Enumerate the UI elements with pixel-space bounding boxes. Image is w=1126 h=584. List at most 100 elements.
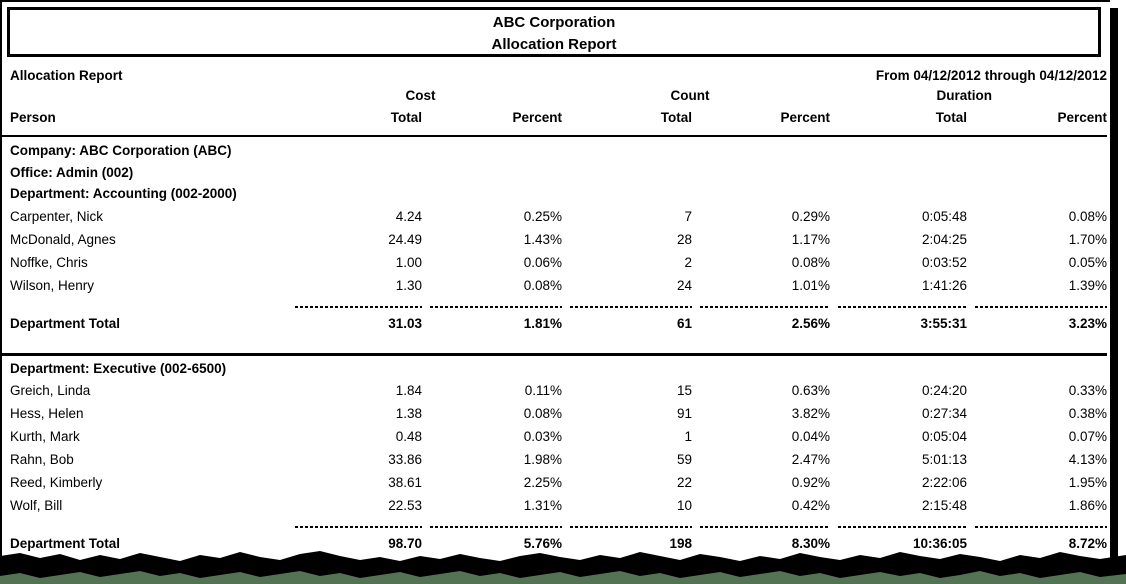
dashed-separator: [422, 517, 562, 531]
duration-total-value: 0:05:48: [921, 208, 967, 224]
total-separator-row: [2, 517, 1107, 531]
column-header-count-percent: Percent: [780, 110, 830, 125]
cost-total-value: 1.00: [395, 254, 422, 270]
column-header-cost-percent: Percent: [512, 110, 562, 125]
column-header-duration-total: Total: [935, 110, 967, 125]
column-header-row: Person Total Percent Total Percent Total…: [2, 106, 1107, 130]
duration-percent-value: 0.08%: [1068, 208, 1107, 224]
duration-total-value: 2:22:06: [921, 475, 967, 490]
column-group-header-row: Cost Count Duration: [2, 86, 1107, 106]
dashed-separator: [967, 517, 1107, 531]
cost-percent-value: 0.08%: [523, 277, 562, 293]
count-percent-value: 0.92%: [791, 475, 830, 490]
count-total-value: 10: [676, 498, 692, 513]
report-meta-row: Allocation Report From 04/12/2012 throug…: [2, 66, 1107, 86]
column-group-cost: Cost: [405, 88, 436, 103]
cost-percent-value: 1.43%: [523, 231, 562, 247]
count-total-value: 7: [684, 208, 692, 224]
person-name: Wolf, Bill: [10, 498, 63, 513]
cost-percent-value: 1.31%: [523, 498, 562, 513]
total-duration-percent: 8.72%: [1068, 536, 1107, 551]
cost-total-value: 22.53: [388, 498, 422, 513]
total-duration-percent: 3.23%: [1068, 315, 1107, 331]
report-name: Allocation Report: [10, 68, 123, 83]
person-name: Reed, Kimberly: [10, 475, 103, 490]
count-total-value: 24: [676, 277, 692, 293]
cost-total-value: 24.49: [388, 231, 422, 247]
count-total-value: 91: [676, 406, 692, 421]
duration-total-value: 2:15:48: [921, 498, 967, 513]
count-percent-value: 2.47%: [791, 452, 830, 467]
total-count-total: 198: [669, 536, 692, 551]
column-group-duration: Duration: [936, 88, 992, 103]
duration-total-value: 5:01:13: [921, 452, 967, 467]
person-name: Wilson, Henry: [10, 277, 95, 293]
person-row: Wilson, Henry 1.30 0.08% 24 1.01% 1:41:26 1.39…: [2, 274, 1107, 297]
total-count-percent: 2.56%: [791, 315, 830, 331]
total-count-percent: 8.30%: [791, 536, 830, 551]
duration-total-value: 0:05:04: [921, 429, 967, 444]
cost-percent-value: 0.25%: [523, 208, 562, 224]
person-row: Kurth, Mark 0.48 0.03% 1 0.04% 0:05:04 0.07%: [2, 425, 1107, 448]
total-cost-total: 98.70: [388, 536, 422, 551]
cost-percent-value: 0.06%: [523, 254, 562, 270]
dashed-separator: [830, 517, 967, 531]
person-row: Reed, Kimberly 38.61 2.25% 22 0.92% 2:22:06 1.…: [2, 471, 1107, 494]
person-row: Greich, Linda 1.84 0.11% 15 0.63% 0:24:20 0.33…: [2, 379, 1107, 402]
total-separator-row: [2, 297, 1107, 311]
column-group-count: Count: [670, 88, 710, 103]
cost-total-value: 1.30: [395, 277, 422, 293]
person-row: Wolf, Bill 22.53 1.31% 10 0.42% 2:15:48 1.86%: [2, 494, 1107, 517]
dashed-separator: [830, 297, 967, 311]
duration-total-value: 0:27:34: [921, 406, 967, 421]
person-name: Carpenter, Nick: [10, 208, 104, 224]
total-duration-total: 3:55:31: [920, 315, 967, 331]
cost-percent-value: 2.25%: [523, 475, 562, 490]
count-percent-value: 0.08%: [791, 254, 830, 270]
count-percent-value: 0.04%: [791, 429, 830, 444]
cost-total-value: 4.24: [395, 208, 422, 224]
office-group-line: Office: Admin (002): [10, 164, 134, 180]
duration-percent-value: 1.95%: [1068, 475, 1107, 490]
duration-total-value: 1:41:26: [921, 277, 967, 293]
person-name: Rahn, Bob: [10, 452, 74, 467]
count-total-value: 22: [676, 475, 692, 490]
count-total-value: 28: [676, 231, 692, 247]
column-header-cost-total: Total: [390, 110, 422, 125]
report-date-range: From 04/12/2012 through 04/12/2012: [875, 68, 1107, 83]
person-name: Kurth, Mark: [10, 429, 80, 444]
total-duration-total: 10:36:05: [912, 536, 967, 551]
column-header-count-total: Total: [660, 110, 692, 125]
company-group-line: Company: ABC Corporation (ABC): [10, 143, 232, 158]
section-divider: [2, 352, 1107, 356]
duration-percent-value: 1.39%: [1068, 277, 1107, 293]
count-percent-value: 0.63%: [791, 383, 830, 398]
count-percent-value: 0.42%: [791, 498, 830, 513]
person-name: McDonald, Agnes: [10, 231, 116, 247]
dashed-separator: [422, 297, 562, 311]
total-cost-percent: 5.76%: [523, 536, 562, 551]
person-name: Noffke, Chris: [10, 254, 88, 270]
dashed-separator: [562, 297, 692, 311]
department-total-label: Department Total: [10, 536, 121, 551]
company-title: ABC Corporation: [492, 14, 616, 31]
person-row: Carpenter, Nick 4.24 0.25% 7 0.29% 0:05:48 0.0…: [2, 205, 1107, 228]
cost-percent-value: 0.03%: [523, 429, 562, 444]
department-total-row: Department Total 31.03 1.81% 61 2.56% 3:55:31…: [2, 311, 1107, 337]
count-total-value: 1: [684, 429, 692, 444]
separator-spacer: [2, 517, 287, 531]
cost-total-value: 33.86: [388, 452, 422, 467]
cost-total-value: 1.84: [395, 383, 422, 398]
cost-total-value: 1.38: [395, 406, 422, 421]
count-percent-value: 0.29%: [791, 208, 830, 224]
duration-percent-value: 0.33%: [1068, 383, 1107, 398]
duration-percent-value: 1.86%: [1068, 498, 1107, 513]
person-row: Hess, Helen 1.38 0.08% 91 3.82% 0:27:34 0.38%: [2, 402, 1107, 425]
separator-spacer: [2, 297, 287, 311]
person-row: Rahn, Bob 33.86 1.98% 59 2.47% 5:01:13 4.13%: [2, 448, 1107, 471]
dashed-separator: [967, 297, 1107, 311]
count-percent-value: 3.82%: [791, 406, 830, 421]
count-total-value: 2: [684, 254, 692, 270]
total-cost-total: 31.03: [388, 315, 422, 331]
count-percent-value: 1.17%: [791, 231, 830, 247]
